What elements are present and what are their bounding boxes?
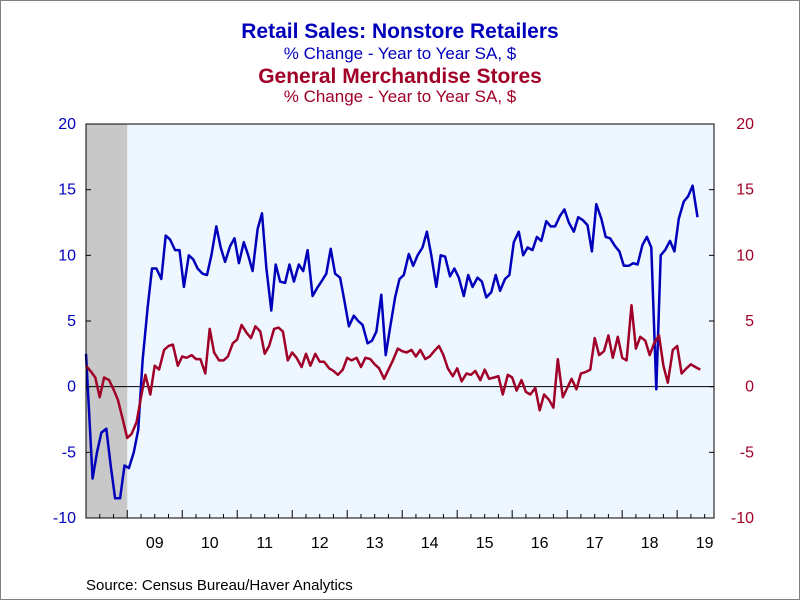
source-note: Source: Census Bureau/Haver Analytics [86, 577, 353, 594]
x-tick-label: 12 [311, 535, 329, 552]
left-y-tick-label: -10 [53, 510, 76, 527]
x-tick-label: 13 [366, 535, 384, 552]
x-tick-label: 11 [256, 535, 273, 552]
left-y-tick-label: 0 [67, 379, 76, 396]
right-y-tick-label: -10 [731, 510, 754, 527]
x-tick-label: 14 [421, 535, 439, 552]
recession-shading [86, 124, 128, 518]
right-y-tick-label: 5 [745, 313, 754, 330]
series2-title: General Merchandise Stores [258, 65, 542, 88]
right-y-tick-label: 15 [736, 182, 754, 199]
series-line-nonstore [84, 184, 699, 500]
left-y-tick-label: 15 [58, 182, 76, 199]
x-tick-label: 17 [586, 535, 604, 552]
left-y-tick-label: 5 [67, 313, 76, 330]
right-y-tick-label: -5 [740, 444, 754, 461]
x-tick-label: 19 [696, 535, 714, 552]
series-line-general-merchandise [85, 303, 701, 440]
right-y-tick-label: 0 [745, 379, 754, 396]
left-y-tick-label: 10 [58, 247, 76, 264]
x-tick-label: 15 [476, 535, 494, 552]
series2-subtitle: % Change - Year to Year SA, $ [283, 87, 517, 106]
right-y-tick-label: 20 [736, 116, 754, 133]
x-tick-label: 16 [531, 535, 549, 552]
left-y-tick-label: -5 [62, 444, 76, 461]
x-tick-label: 10 [201, 535, 219, 552]
series1-title: Retail Sales: Nonstore Retailers [241, 20, 559, 43]
left-y-tick-label: 20 [58, 116, 76, 133]
x-tick-label: 18 [641, 535, 659, 552]
x-tick-label: 09 [146, 535, 164, 552]
right-y-tick-label: 10 [736, 247, 754, 264]
series1-subtitle: % Change - Year to Year SA, $ [283, 44, 517, 63]
plot-area [86, 124, 714, 518]
